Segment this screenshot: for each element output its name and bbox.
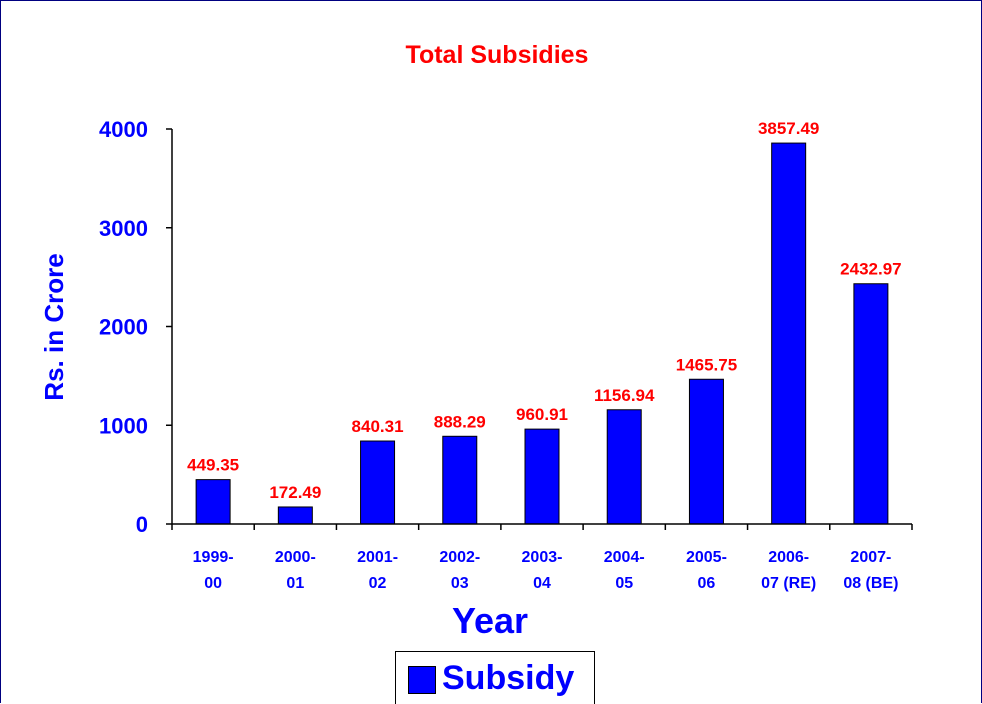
x-tick-label: 1999-00 [193,549,234,592]
data-label: 1465.75 [676,355,737,374]
bar [688,378,724,525]
data-label: 1156.94 [594,386,655,405]
x-tick-label: 2002-03 [439,549,480,592]
data-label: 2432.97 [840,260,901,279]
x-tick-label: 2004-05 [604,549,645,592]
bar [277,506,313,525]
x-tick-label: 2006-07 (RE) [761,549,816,592]
data-label: 3857.49 [758,119,819,138]
data-label: 960.91 [516,405,568,424]
bar [195,479,231,525]
x-tick-label: 2001-02 [357,549,398,592]
y-tick-label: 3000 [99,216,148,241]
x-tick-label: 2005-06 [686,549,727,592]
bar [360,440,396,525]
data-label: 449.35 [187,456,239,475]
bars-group: 449.35 172.49 840.31 888.29 960.91 1156.94 146… [187,119,902,525]
bar [853,283,889,525]
axes-group: 0 1000 2000 3000 4000 1999-00 2000-01 2001-02 20… [99,117,913,592]
data-label: 840.31 [352,417,404,436]
x-tick-label: 2000-01 [275,549,316,592]
bar [442,435,478,525]
y-tick-label: 2000 [99,315,148,340]
legend: Subsidy [395,651,595,704]
y-tick-label: 0 [136,512,148,537]
bar [771,142,807,525]
x-tick-label: 2003-04 [522,549,563,592]
x-tick-label: 2007-08 (BE) [843,549,898,592]
x-axis-title: Year [452,600,528,641]
chart-title: Total Subsidies [406,41,589,69]
data-label: 888.29 [434,412,486,431]
legend-swatch-subsidy [408,666,436,694]
bar [524,428,560,525]
y-axis-title: Rs. in Crore [39,253,69,400]
y-tick-label: 1000 [99,413,148,438]
y-tick-label: 4000 [99,117,148,142]
data-label: 172.49 [269,483,321,502]
bar [606,409,642,525]
legend-label-subsidy: Subsidy [442,659,575,697]
